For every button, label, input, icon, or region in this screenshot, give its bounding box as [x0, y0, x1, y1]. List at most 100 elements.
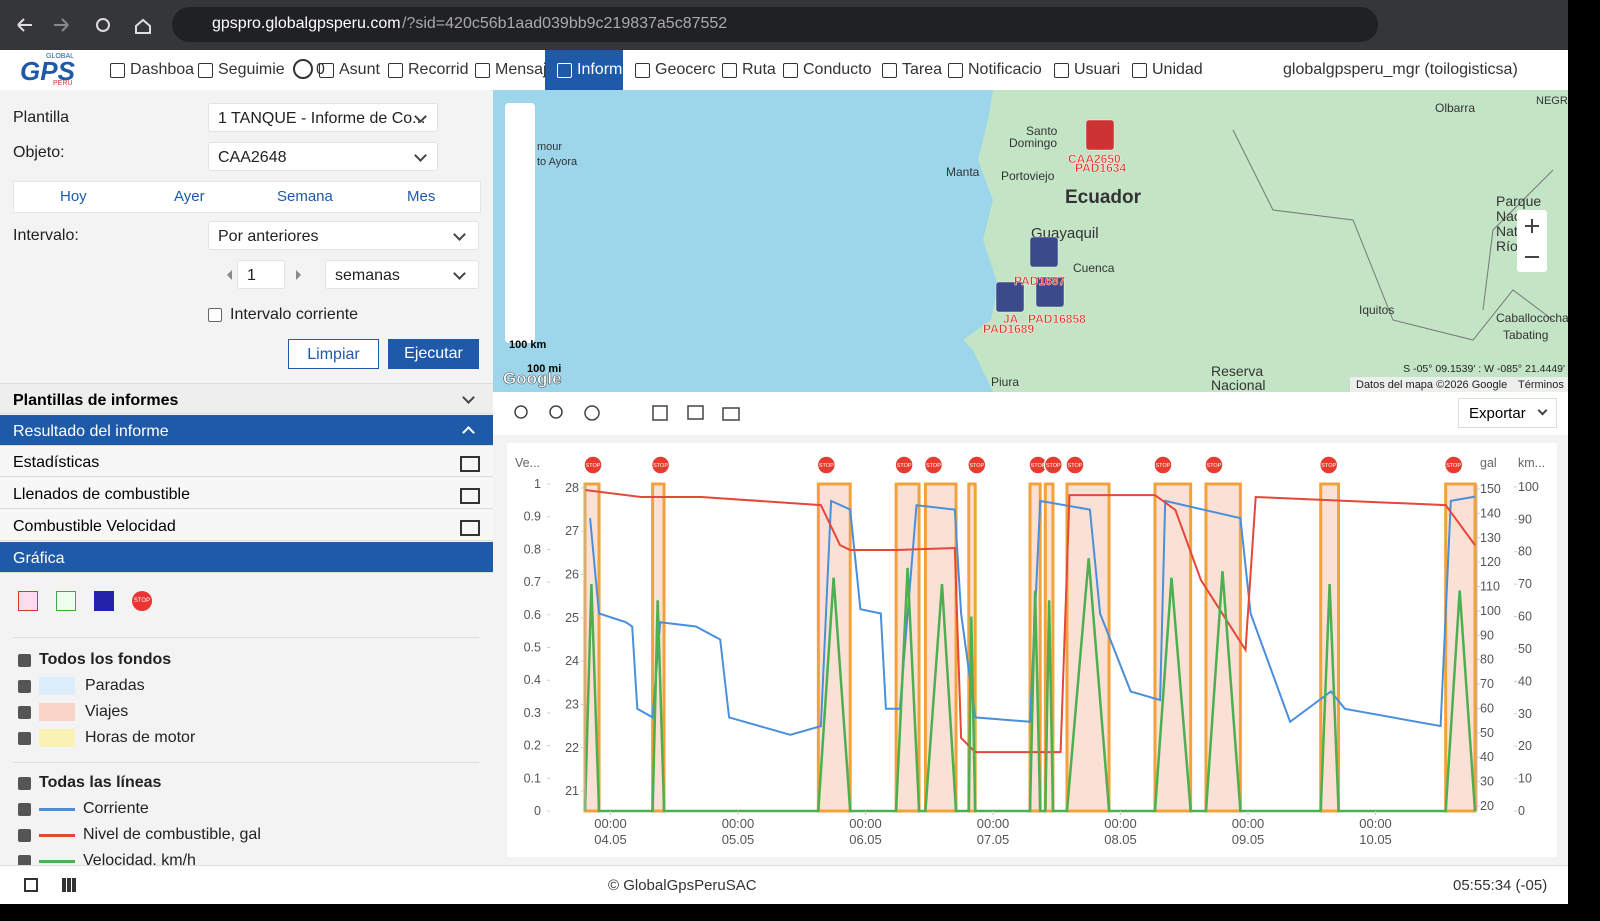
- stop-label: STOP: [1156, 463, 1171, 469]
- truck[interactable]: [995, 281, 1025, 313]
- label: Gráfica: [13, 550, 65, 567]
- truck[interactable]: [1029, 236, 1059, 268]
- checkbox: [18, 732, 31, 745]
- nav-item[interactable]: Ruta: [742, 61, 776, 78]
- label: Corriente: [83, 800, 149, 817]
- trip: [1065, 482, 1111, 813]
- map[interactable]: Olbarra Santo Domingo Manta Portoviejo E…: [493, 90, 1568, 392]
- object-select[interactable]: CAA2648: [208, 142, 438, 171]
- badge[interactable]: 0: [316, 61, 325, 78]
- active-tab[interactable]: [545, 50, 623, 90]
- unit-select[interactable]: semanas: [325, 260, 479, 289]
- nav-item[interactable]: Recorrid: [408, 61, 469, 78]
- checkbox: [18, 706, 31, 719]
- result-item[interactable]: Combustible Velocidad: [0, 510, 493, 541]
- nav-icon: [635, 63, 650, 78]
- url-path: /?sid=420c56b1aad039bb9c219837a5c87552: [402, 15, 728, 32]
- tick-label: 0.5: [524, 641, 541, 655]
- url-field[interactable]: gpspro.globalgpsperu.com /?sid=420c56b1a…: [172, 7, 1378, 42]
- place: Cuenca: [1073, 261, 1115, 275]
- interval-select[interactable]: Por anteriores: [208, 221, 479, 250]
- section-header[interactable]: Plantillas de informes: [0, 383, 493, 414]
- stop-icon[interactable]: STOP: [132, 591, 152, 611]
- nav-item[interactable]: Geocerc: [655, 61, 716, 78]
- zoom-icons: [1525, 219, 1539, 258]
- panel-toggle[interactable]: [24, 878, 38, 892]
- checkbox[interactable]: [208, 308, 222, 322]
- vehicle-label: PAD1687: [1014, 274, 1065, 288]
- parking-icon[interactable]: [94, 591, 114, 611]
- table-icon[interactable]: [460, 456, 480, 472]
- nav-item[interactable]: Inform: [577, 61, 623, 78]
- count-input[interactable]: 1: [237, 260, 285, 289]
- place: to Ayora: [537, 156, 578, 168]
- place: mour: [537, 141, 562, 153]
- browser-buttons[interactable]: [14, 14, 164, 36]
- stop-label: STOP: [1068, 463, 1083, 469]
- nav-item[interactable]: Seguimie: [218, 61, 285, 78]
- checkbox[interactable]: [18, 777, 31, 790]
- stop-icon: [1065, 455, 1085, 475]
- tab[interactable]: Semana: [277, 188, 333, 205]
- tick-label: 90: [1518, 512, 1532, 526]
- tab[interactable]: Ayer: [174, 188, 205, 205]
- copyright: © GlobalGpsPeruSAC: [608, 877, 757, 894]
- stop-label: STOP: [1446, 463, 1461, 469]
- checkbox[interactable]: [18, 654, 31, 667]
- place: NEGR: [1536, 95, 1568, 107]
- tick-label: 0.1: [524, 771, 541, 785]
- tick-label: 50: [1518, 642, 1532, 656]
- x-tick-label: 00:00 10.05: [1359, 816, 1392, 847]
- nav-item[interactable]: Tarea: [902, 61, 943, 78]
- nav-item[interactable]: Conducto: [803, 61, 872, 78]
- nav-item[interactable]: Dashboa: [130, 61, 195, 78]
- tool-icons[interactable]: [513, 404, 753, 424]
- tab[interactable]: Hoy: [60, 188, 87, 205]
- stop-label: STOP: [653, 463, 668, 469]
- user-name[interactable]: globalgpsperu_mgr (toilogisticsa): [1283, 61, 1518, 78]
- vehicle-label: JA: [1003, 312, 1019, 326]
- tick-label: 10: [1518, 772, 1532, 786]
- browser-bar: gpspro.globalgpsperu.com /?sid=420c56b1a…: [0, 0, 1568, 50]
- tab[interactable]: Mes: [407, 188, 436, 205]
- tick-label: 20: [1518, 739, 1532, 753]
- result-item[interactable]: Gráfica: [0, 542, 493, 573]
- nav-item[interactable]: Usuari: [1074, 61, 1121, 78]
- export-button[interactable]: Exportar: [1458, 398, 1557, 428]
- stop-icon: [1318, 455, 1339, 475]
- x-tick-label: 00:00 08.05: [1104, 816, 1137, 847]
- nav-item[interactable]: Unidad: [1152, 61, 1203, 78]
- table-icon[interactable]: [460, 520, 480, 536]
- section-header[interactable]: Resultado del informe: [0, 415, 493, 446]
- checkbox: [18, 855, 31, 868]
- zoom-controls[interactable]: [1517, 210, 1547, 272]
- truck[interactable]: [1035, 276, 1065, 308]
- nav-item[interactable]: Asunt: [339, 61, 380, 78]
- table-icon[interactable]: [460, 488, 480, 504]
- inc[interactable]: [296, 270, 306, 280]
- tick-label: 23: [565, 697, 579, 711]
- url-host: gpspro.globalgpsperu.com: [212, 15, 401, 32]
- stop-label: STOP: [1046, 463, 1061, 469]
- tick-label: 120: [1480, 555, 1501, 569]
- map-tools[interactable]: [505, 103, 535, 343]
- result-item[interactable]: Llenados de combustible: [0, 478, 493, 509]
- nav-item[interactable]: Notificacio: [968, 61, 1042, 78]
- fuel-icon[interactable]: [18, 591, 38, 611]
- attribution: Datos del mapa ©2026 Google: [1356, 379, 1507, 391]
- tick-label: 90: [1480, 628, 1494, 642]
- fill-icon[interactable]: [56, 591, 76, 611]
- terms[interactable]: Términos: [1518, 379, 1564, 391]
- apps[interactable]: [62, 878, 76, 892]
- clear-button[interactable]: Limpiar: [288, 339, 379, 369]
- truck[interactable]: [1085, 119, 1115, 151]
- tick-label: 0: [1518, 804, 1525, 818]
- nav-item[interactable]: Mensaj: [495, 61, 547, 78]
- run-button[interactable]: Ejecutar: [388, 339, 479, 369]
- result-item[interactable]: Estadísticas: [0, 446, 493, 477]
- dec[interactable]: [222, 270, 232, 280]
- template-select[interactable]: 1 TANQUE - Informe de Co...: [208, 103, 438, 132]
- label: Nivel de combustible, gal: [83, 826, 261, 843]
- tick-label: 25: [565, 611, 579, 625]
